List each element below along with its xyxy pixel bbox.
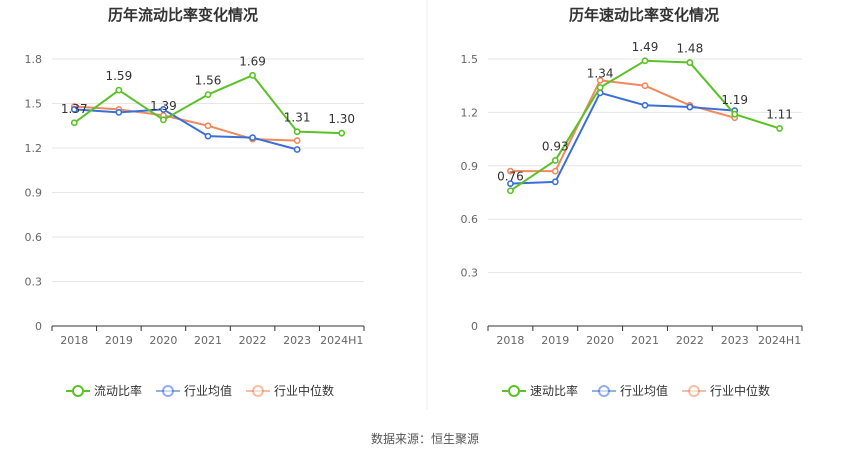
data-point (507, 167, 514, 175)
legend-label: 行业均值 (184, 383, 232, 398)
data-point (551, 167, 559, 175)
data-label: 1.11 (766, 107, 793, 121)
y-tick-label: 1.2 (461, 106, 479, 119)
data-label: 1.34 (587, 66, 614, 80)
data-point (507, 187, 514, 195)
data-point (731, 110, 739, 118)
chart-2: 历年速动比率变化情况 0 0.3 0.6 0.9 1.2 1.5 2018 2019 2020 20… (461, 6, 803, 398)
data-point (776, 125, 783, 132)
series-line (74, 108, 298, 151)
legend-item: 流动比率 (66, 383, 142, 398)
legend-item: 速动比率 (502, 383, 578, 398)
data-label: 0.93 (542, 139, 569, 153)
y-tick-label: 1.2 (25, 142, 43, 155)
x-tick-label: 2018 (496, 334, 524, 347)
legend-label: 行业均值 (620, 383, 668, 398)
legend-label: 速动比率 (530, 383, 578, 398)
data-point (293, 128, 301, 136)
data-label: 1.56 (195, 74, 222, 88)
y-tick-label: 0.9 (461, 160, 479, 173)
data-label: 0.76 (497, 170, 524, 184)
x-tick-label: 2024H1 (758, 334, 801, 347)
data-point (596, 76, 604, 84)
data-point (70, 119, 78, 127)
x-tick-label: 2018 (60, 334, 88, 347)
y-tick-label: 0.3 (461, 267, 479, 280)
x-tick-label: 2022 (239, 334, 267, 347)
data-label: 1.48 (676, 42, 703, 56)
data-point (551, 178, 559, 186)
data-label: 1.49 (632, 40, 659, 54)
y-tick-label: 1.8 (25, 53, 43, 66)
x-tick-label: 2022 (676, 334, 704, 347)
data-point (160, 116, 167, 124)
legend-swatch-marker (598, 385, 610, 397)
x-tick-label: 2023 (283, 334, 311, 347)
data-point (641, 101, 649, 109)
legend-item: 行业中位数 (682, 383, 770, 398)
y-tick-label: 0.6 (461, 213, 479, 226)
x-tick-label: 2019 (105, 334, 133, 347)
x-tick-label: 2021 (194, 334, 222, 347)
data-point (249, 134, 256, 142)
data-point (551, 157, 559, 164)
data-label: 1.19 (721, 93, 748, 107)
x-tick-label: 2023 (721, 334, 749, 347)
legend-label: 行业中位数 (710, 383, 770, 398)
y-tick-label: 0.3 (25, 276, 43, 289)
data-point (686, 103, 694, 111)
data-point (293, 137, 301, 144)
legend-item: 行业均值 (592, 383, 668, 398)
legend-swatch-marker (162, 385, 174, 397)
data-point (641, 57, 649, 65)
data-point (160, 106, 167, 113)
data-point (641, 82, 649, 90)
data-label: 1.69 (239, 54, 266, 68)
data-point (338, 129, 346, 137)
data-point (686, 59, 694, 66)
data-point (249, 71, 256, 79)
data-label: 1.59 (105, 69, 132, 83)
data-point (70, 106, 78, 113)
x-tick-label: 2020 (586, 334, 614, 347)
legend-swatch-marker (508, 385, 520, 397)
data-point (596, 84, 604, 91)
x-tick-label: 2019 (541, 334, 569, 347)
series-line (510, 79, 735, 173)
data-label: 1.31 (284, 111, 311, 125)
y-tick-label: 0.6 (25, 231, 43, 244)
data-point (204, 122, 212, 130)
legend-label: 行业中位数 (274, 383, 334, 398)
y-tick-label: 1.5 (461, 53, 479, 66)
y-tick-label: 0.9 (25, 187, 43, 200)
y-tick-label: 1.5 (25, 98, 43, 111)
data-point (507, 180, 514, 187)
series-line (510, 91, 735, 185)
x-tick-label: 2020 (149, 334, 177, 347)
legend-swatch-marker (252, 385, 264, 397)
x-tick-label: 2024H1 (320, 334, 363, 347)
data-label: 1.39 (150, 99, 177, 113)
data-point (204, 132, 212, 140)
legend-label: 流动比率 (94, 383, 142, 398)
data-point (115, 109, 123, 116)
data-label: 1.37 (61, 102, 88, 116)
y-tick-label: 0 (35, 320, 42, 333)
y-tick-label: 0 (471, 320, 478, 333)
chart-title: 历年流动比率变化情况 (108, 6, 258, 24)
data-label: 1.30 (328, 112, 355, 126)
chart-title: 历年速动比率变化情况 (569, 6, 719, 24)
data-point (293, 146, 301, 153)
source-note: 数据来源：恒生聚源 (370, 432, 479, 446)
x-tick-label: 2021 (631, 334, 659, 347)
data-point (204, 91, 212, 98)
legend-swatch-marker (688, 385, 700, 397)
data-point (115, 86, 123, 94)
legend-item: 行业中位数 (246, 383, 334, 398)
legend-swatch-marker (72, 385, 84, 397)
legend-item: 行业均值 (156, 383, 232, 398)
chart-1: 历年流动比率变化情况 0 0.3 0.6 0.9 1.2 1.5 1.8 2018 2019 202… (25, 6, 365, 398)
